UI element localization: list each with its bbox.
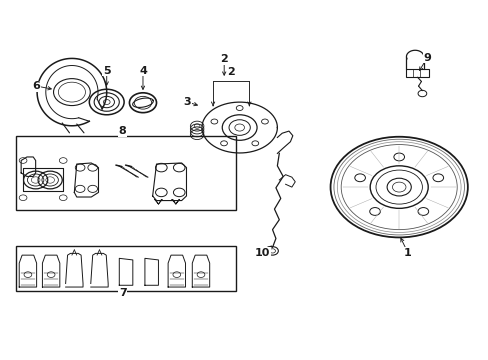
- Text: 8: 8: [119, 126, 126, 136]
- Text: 7: 7: [119, 288, 126, 298]
- Text: 10: 10: [255, 248, 270, 258]
- Bar: [16, 246, 236, 291]
- Text: 1: 1: [403, 248, 411, 258]
- Text: 2: 2: [220, 54, 227, 64]
- Text: 2: 2: [227, 67, 235, 77]
- Bar: [16, 136, 236, 210]
- Text: 3: 3: [183, 97, 191, 107]
- Text: 6: 6: [33, 81, 41, 91]
- Text: 9: 9: [423, 53, 430, 63]
- Text: 4: 4: [139, 66, 146, 76]
- Bar: [405, 69, 428, 77]
- Text: 5: 5: [102, 66, 110, 76]
